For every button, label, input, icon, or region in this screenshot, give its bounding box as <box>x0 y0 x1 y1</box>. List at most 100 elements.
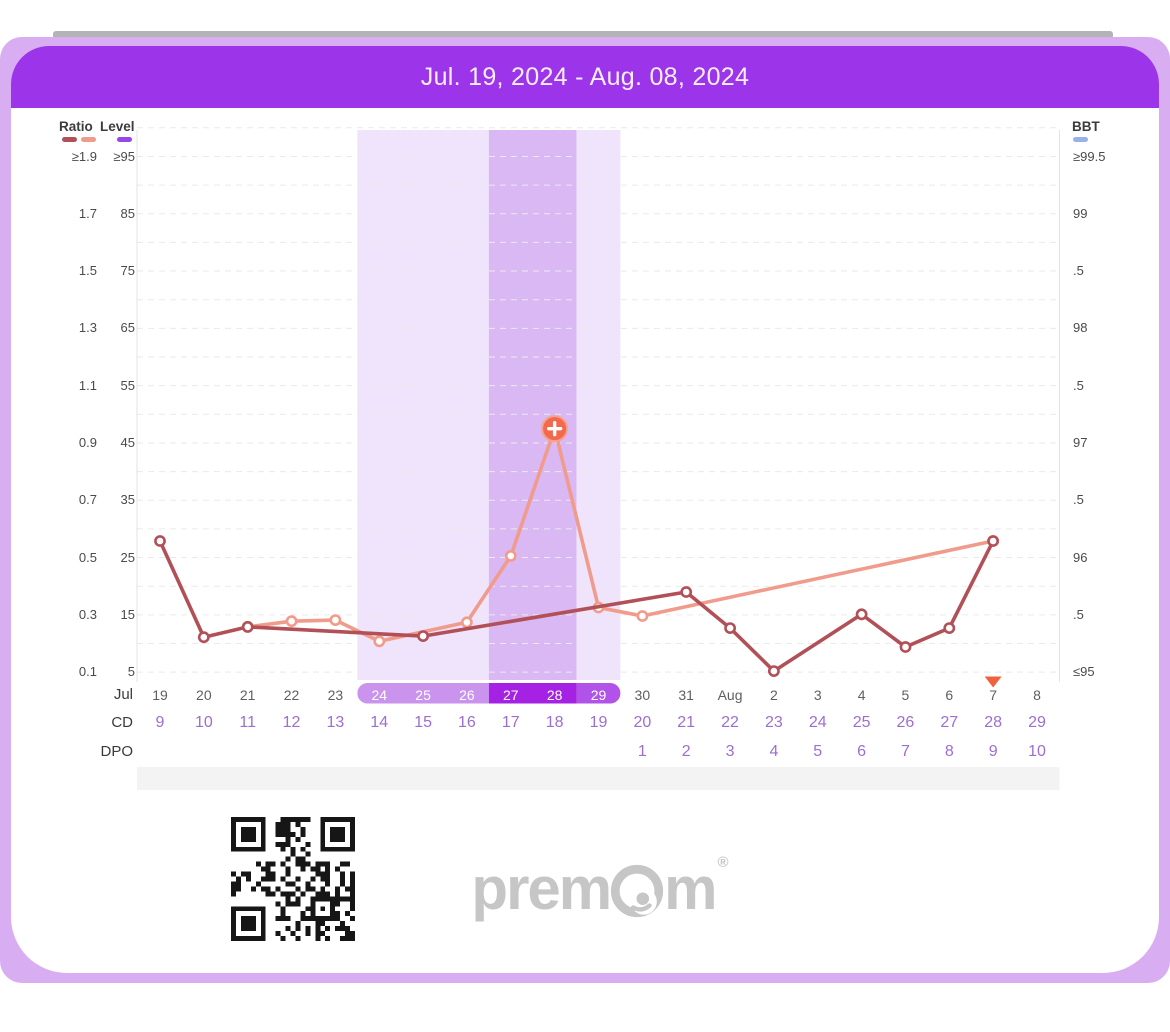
level-tick: 65 <box>120 320 135 336</box>
bbt-tick: .5 <box>1073 606 1084 622</box>
bbt-tick: 96 <box>1073 549 1088 565</box>
cd-cell: 27 <box>940 714 959 731</box>
cd-cell: 26 <box>896 714 915 731</box>
cd-cell: 23 <box>764 714 783 731</box>
date-cell: 7 <box>989 686 998 703</box>
cd-cell: 24 <box>808 714 827 731</box>
ratio-tick: ≥1.9 <box>71 148 97 164</box>
date-cell: 19 <box>152 686 168 703</box>
date-cell: 26 <box>459 686 475 703</box>
level-legend-label: Level <box>100 119 135 134</box>
level-tick: 85 <box>120 205 135 221</box>
bbt-tick: .5 <box>1073 377 1084 393</box>
cd-cell: 13 <box>326 714 345 731</box>
cd-cell: 21 <box>677 714 696 731</box>
top-edge-strip <box>53 31 1113 39</box>
bbt-tick: 99 <box>1073 205 1088 221</box>
header-bar: Jul. 19, 2024 - Aug. 08, 2024 <box>11 46 1159 108</box>
date-cell: 21 <box>239 686 256 703</box>
cd-cell: 20 <box>633 714 652 731</box>
dpo-cell: 10 <box>1028 743 1046 760</box>
cd-cell: 9 <box>155 714 165 731</box>
date-cell: Aug <box>717 686 743 703</box>
cd-cell: 22 <box>721 714 739 731</box>
logo-baby-o-icon <box>611 864 664 918</box>
date-cell: 6 <box>945 686 954 703</box>
dpo-cell: 7 <box>900 743 910 760</box>
cd-cell: 28 <box>984 714 1003 731</box>
level-dash-icon <box>117 137 132 142</box>
cd-cell: 16 <box>458 714 476 731</box>
level-tick: 45 <box>120 435 135 450</box>
month-row-label: Jul <box>113 686 133 703</box>
level-tick: 55 <box>120 377 135 393</box>
registered-mark: ® <box>717 854 729 871</box>
bbt-tick: .5 <box>1073 263 1084 279</box>
ratio-tick: 0.1 <box>78 664 97 680</box>
ratio-legend-label: Ratio <box>59 119 93 134</box>
bbt-tick: ≥99.5 <box>1073 148 1106 164</box>
ratio-tick: 1.1 <box>78 377 97 393</box>
cd-cell: 29 <box>1028 714 1046 731</box>
bbt-legend-label: BBT <box>1072 119 1100 134</box>
level-tick: 75 <box>120 263 135 279</box>
cd-cell: 18 <box>545 714 564 731</box>
level-tick: 35 <box>120 492 135 508</box>
date-cell: 3 <box>813 686 822 703</box>
dpo-row-label: DPO <box>100 743 133 760</box>
qr-code <box>231 817 355 941</box>
date-cell: 22 <box>283 686 300 703</box>
bbt-tick: 97 <box>1073 435 1088 450</box>
level-tick: 5 <box>127 664 135 680</box>
date-cell: 28 <box>546 686 563 703</box>
dpo-cell: 9 <box>988 743 998 760</box>
dpo-cell: 6 <box>857 743 867 760</box>
level-tick: 15 <box>120 606 135 622</box>
cd-cell: 15 <box>414 714 432 731</box>
date-cell: 20 <box>196 686 212 703</box>
cd-cell: 17 <box>501 714 520 731</box>
cd-row-label: CD <box>111 714 133 731</box>
level-tick: 25 <box>120 549 135 565</box>
cd-cell: 14 <box>370 714 389 731</box>
dpo-cell: 5 <box>813 743 823 760</box>
ratio-tick: 0.7 <box>78 492 97 508</box>
ratio-salmon-dash-icon <box>81 137 96 142</box>
ratio-tick: 1.5 <box>78 263 97 279</box>
date-cell: 30 <box>634 686 651 703</box>
ratio-tick: 0.3 <box>78 606 97 622</box>
date-cell: 25 <box>415 686 431 703</box>
ratio-tick: 1.3 <box>78 320 97 336</box>
ratio-tick: 0.9 <box>78 435 97 450</box>
dpo-cell: 4 <box>769 743 779 760</box>
date-cell: 5 <box>901 686 910 703</box>
date-cell: 4 <box>857 686 866 703</box>
ratio-dark-dash-icon <box>62 137 77 142</box>
dpo-cell: 8 <box>944 743 954 760</box>
ratio-tick: 1.7 <box>78 205 97 221</box>
date-cell: 23 <box>327 686 344 703</box>
today-marker-icon <box>984 676 1002 688</box>
logo-text-suffix: m <box>664 854 717 922</box>
level-tick: ≥95 <box>113 148 135 164</box>
premom-logo: prem m ® <box>440 848 760 928</box>
dpo-cell: 1 <box>637 743 647 760</box>
date-range-title: Jul. 19, 2024 - Aug. 08, 2024 <box>420 62 750 91</box>
bbt-tick: .5 <box>1073 492 1084 508</box>
cd-cell: 10 <box>194 714 213 731</box>
date-cell: 8 <box>1033 686 1041 703</box>
bbt-tick: 98 <box>1073 320 1088 336</box>
date-cell: 29 <box>590 686 607 703</box>
dpo-cell: 3 <box>725 743 735 760</box>
cd-cell: 12 <box>282 714 301 731</box>
cd-cell: 25 <box>852 714 871 731</box>
date-cell: 24 <box>371 686 388 703</box>
cd-cell: 11 <box>239 714 256 731</box>
date-cell: 27 <box>503 686 519 703</box>
date-cell: 2 <box>769 686 778 703</box>
bbt-tick: ≤95 <box>1073 664 1095 680</box>
date-cell: 31 <box>678 686 694 703</box>
